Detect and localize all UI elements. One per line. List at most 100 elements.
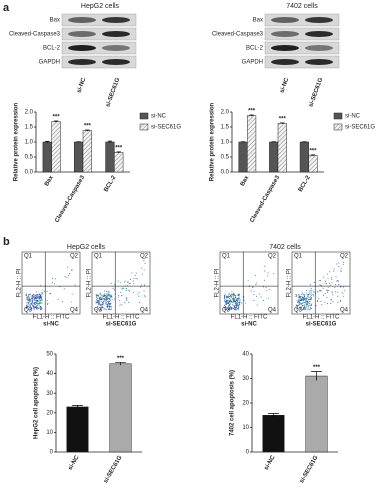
flow-quadrant-label: Q2 — [140, 254, 149, 260]
flow-event — [344, 290, 346, 292]
lane-label: si-SEC61G — [105, 77, 121, 108]
flow-event — [303, 307, 305, 309]
flow-event — [41, 299, 43, 301]
flow-event — [102, 298, 104, 300]
flow-event — [298, 294, 300, 296]
flow-event — [32, 306, 34, 308]
flow-event — [313, 292, 315, 294]
flow-event — [233, 297, 235, 299]
bar — [238, 141, 248, 173]
bar — [73, 141, 84, 173]
y-tick-label: 1.5 — [221, 125, 230, 131]
flow-event — [307, 300, 309, 302]
flow-event — [99, 309, 101, 311]
flow-event — [235, 300, 237, 302]
flow-event — [238, 306, 240, 308]
flow-event — [100, 307, 102, 309]
flow-event — [104, 296, 106, 298]
y-axis-label: 7402 cell apoptosis (%) — [230, 370, 236, 436]
flow-event — [32, 304, 34, 306]
flow-event — [123, 281, 125, 283]
legend-swatch — [333, 112, 343, 120]
flow-event — [239, 299, 241, 301]
flow-event — [38, 304, 40, 306]
flow-event — [41, 307, 43, 309]
flow-event — [114, 289, 116, 291]
flow-event — [106, 295, 108, 297]
flow-event — [309, 284, 311, 286]
flow-plot-label: si-SEC61G — [106, 322, 137, 328]
flow-event — [263, 279, 265, 281]
flow-event — [37, 303, 39, 305]
flow-event — [102, 304, 104, 306]
flow-event — [329, 271, 331, 273]
blot-band — [271, 59, 299, 65]
blot-title: HepG2 cells — [81, 3, 120, 10]
flow-event — [50, 293, 52, 295]
significance: *** — [313, 365, 321, 371]
flow-event — [103, 290, 105, 292]
flow-event — [305, 302, 307, 304]
flow-event — [36, 302, 38, 304]
flow-event — [330, 302, 332, 304]
flow-event — [46, 291, 48, 293]
flow-event — [28, 306, 30, 308]
flow-event — [143, 269, 145, 271]
flow-x-axis-label: FL1-H :: FITC — [231, 315, 268, 321]
flow-event — [40, 284, 42, 286]
flow-event — [301, 303, 303, 305]
flow-event — [331, 291, 333, 293]
flow-event — [313, 291, 315, 293]
flow-event — [337, 302, 339, 304]
flow-event — [305, 289, 307, 291]
flow-event — [39, 300, 41, 302]
flow-event — [327, 303, 329, 305]
flow-event — [299, 304, 301, 306]
flow-event — [296, 299, 298, 301]
flow-event — [235, 304, 237, 306]
bar — [66, 406, 89, 453]
flow-event — [324, 293, 326, 295]
flow-event — [336, 263, 338, 265]
flow-event — [143, 260, 145, 262]
flow-event — [305, 309, 307, 311]
flow-event — [304, 304, 306, 306]
flow-event — [100, 299, 102, 301]
y-tick-label: 1.0 — [221, 140, 230, 146]
flow-event — [108, 300, 110, 302]
flow-event — [226, 308, 228, 310]
flow-event — [47, 302, 49, 304]
flow-event — [135, 272, 137, 274]
flow-event — [306, 302, 308, 304]
bar — [114, 152, 124, 173]
flow-event — [95, 302, 97, 304]
flow-event — [38, 293, 40, 295]
flow-event — [329, 284, 331, 286]
flow-event — [102, 297, 104, 299]
flow-event — [95, 294, 97, 296]
flow-event — [230, 301, 232, 303]
flow-event — [96, 294, 98, 296]
flow-event — [296, 306, 298, 308]
flow-event — [253, 290, 255, 292]
flow-event — [227, 300, 229, 302]
flow-event — [98, 298, 100, 300]
flow-event — [335, 276, 337, 278]
flow-event — [136, 278, 138, 280]
flow-event — [303, 307, 305, 309]
flow-event — [231, 308, 233, 310]
flow-quadrant-label: Q2 — [340, 254, 349, 260]
flow-event — [28, 304, 30, 306]
flow-event — [328, 289, 330, 291]
flow-event — [299, 296, 301, 298]
flow-event — [38, 297, 40, 299]
flow-event — [29, 300, 31, 302]
flow-event — [112, 287, 114, 289]
blot-strip — [264, 55, 340, 69]
flow-event — [337, 295, 339, 297]
flow-event — [226, 303, 228, 305]
flow-event — [27, 300, 29, 302]
x-tick-label: si-NC — [68, 454, 81, 471]
flow-event — [307, 307, 309, 309]
flow-event — [107, 293, 109, 295]
